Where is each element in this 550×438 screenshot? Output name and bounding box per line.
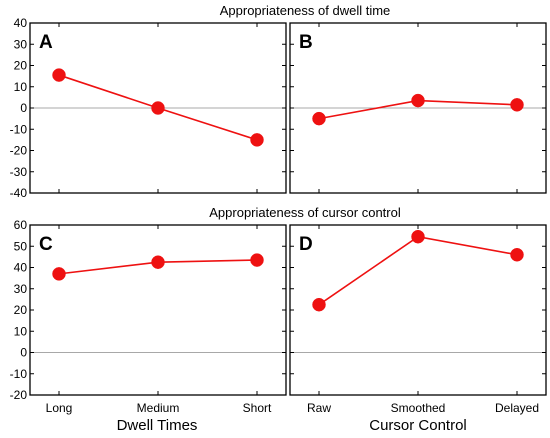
y-tick-label-a: -30 xyxy=(10,165,28,179)
panel-letter-a: A xyxy=(39,32,53,53)
data-point-b xyxy=(312,111,326,126)
y-tick-label-c: -10 xyxy=(10,367,28,381)
y-tick-label-a: -10 xyxy=(10,122,28,136)
y-tick-label-a: 30 xyxy=(14,37,28,51)
data-point-d xyxy=(312,297,326,312)
panel-d: Raw Smoothed Delayed D xyxy=(289,224,547,415)
x-tick-label-d: Delayed xyxy=(495,401,539,415)
x-tick-label-d: Raw xyxy=(307,401,331,415)
y-tick-label-c: 60 xyxy=(14,218,28,232)
x-axis-label-cursor-control: Cursor Control xyxy=(369,417,467,434)
data-point-d xyxy=(411,229,425,244)
data-point-a xyxy=(151,101,165,115)
x-axis-label-dwell-times: Dwell Times xyxy=(117,417,198,434)
y-tick-label-a: 0 xyxy=(20,101,27,115)
panel-b: B xyxy=(289,22,547,194)
data-point-c xyxy=(151,255,165,269)
panel-c: -20 -10 0 10 20 30 40 50 60 Long Medium Short C xyxy=(10,218,287,415)
y-tick-label-c: 20 xyxy=(14,303,28,317)
x-tick-label-c: Long xyxy=(46,401,73,415)
y-tick-label-c: 10 xyxy=(14,324,28,338)
panel-letter-d: D xyxy=(299,234,313,255)
row-title-dwell: Appropriateness of dwell time xyxy=(220,3,391,18)
data-point-b xyxy=(510,98,524,112)
row-title-cursor: Appropriateness of cursor control xyxy=(209,205,401,220)
data-point-a xyxy=(250,133,264,147)
y-tick-label-a: -40 xyxy=(10,186,28,200)
panel-letter-c: C xyxy=(39,234,53,255)
y-tick-label-a: -20 xyxy=(10,144,28,158)
data-point-a xyxy=(52,68,66,82)
data-point-d xyxy=(510,248,524,262)
x-tick-label-d: Smoothed xyxy=(391,401,446,415)
y-tick-label-c: 50 xyxy=(14,239,28,253)
panel-frame-c xyxy=(29,224,287,396)
panel-frame-d xyxy=(289,224,547,396)
series-line-d xyxy=(318,235,518,306)
panel-letter-b: B xyxy=(299,32,313,53)
data-point-c xyxy=(52,267,66,281)
y-tick-label-a: 40 xyxy=(14,16,28,30)
y-tick-label-a: 20 xyxy=(14,59,28,73)
x-tick-label-c: Medium xyxy=(137,401,180,415)
y-tick-label-c: 0 xyxy=(20,346,27,360)
data-point-c xyxy=(250,253,264,267)
x-tick-label-c: Short xyxy=(243,401,272,415)
y-tick-label-c: 40 xyxy=(14,261,28,275)
y-tick-label-a: 10 xyxy=(14,80,28,94)
y-tick-label-c: -20 xyxy=(10,388,28,402)
y-tick-label-c: 30 xyxy=(14,282,28,296)
panel-a: -40 -30 -20 -10 0 10 20 30 40 A xyxy=(10,16,287,200)
data-point-b xyxy=(411,93,425,108)
